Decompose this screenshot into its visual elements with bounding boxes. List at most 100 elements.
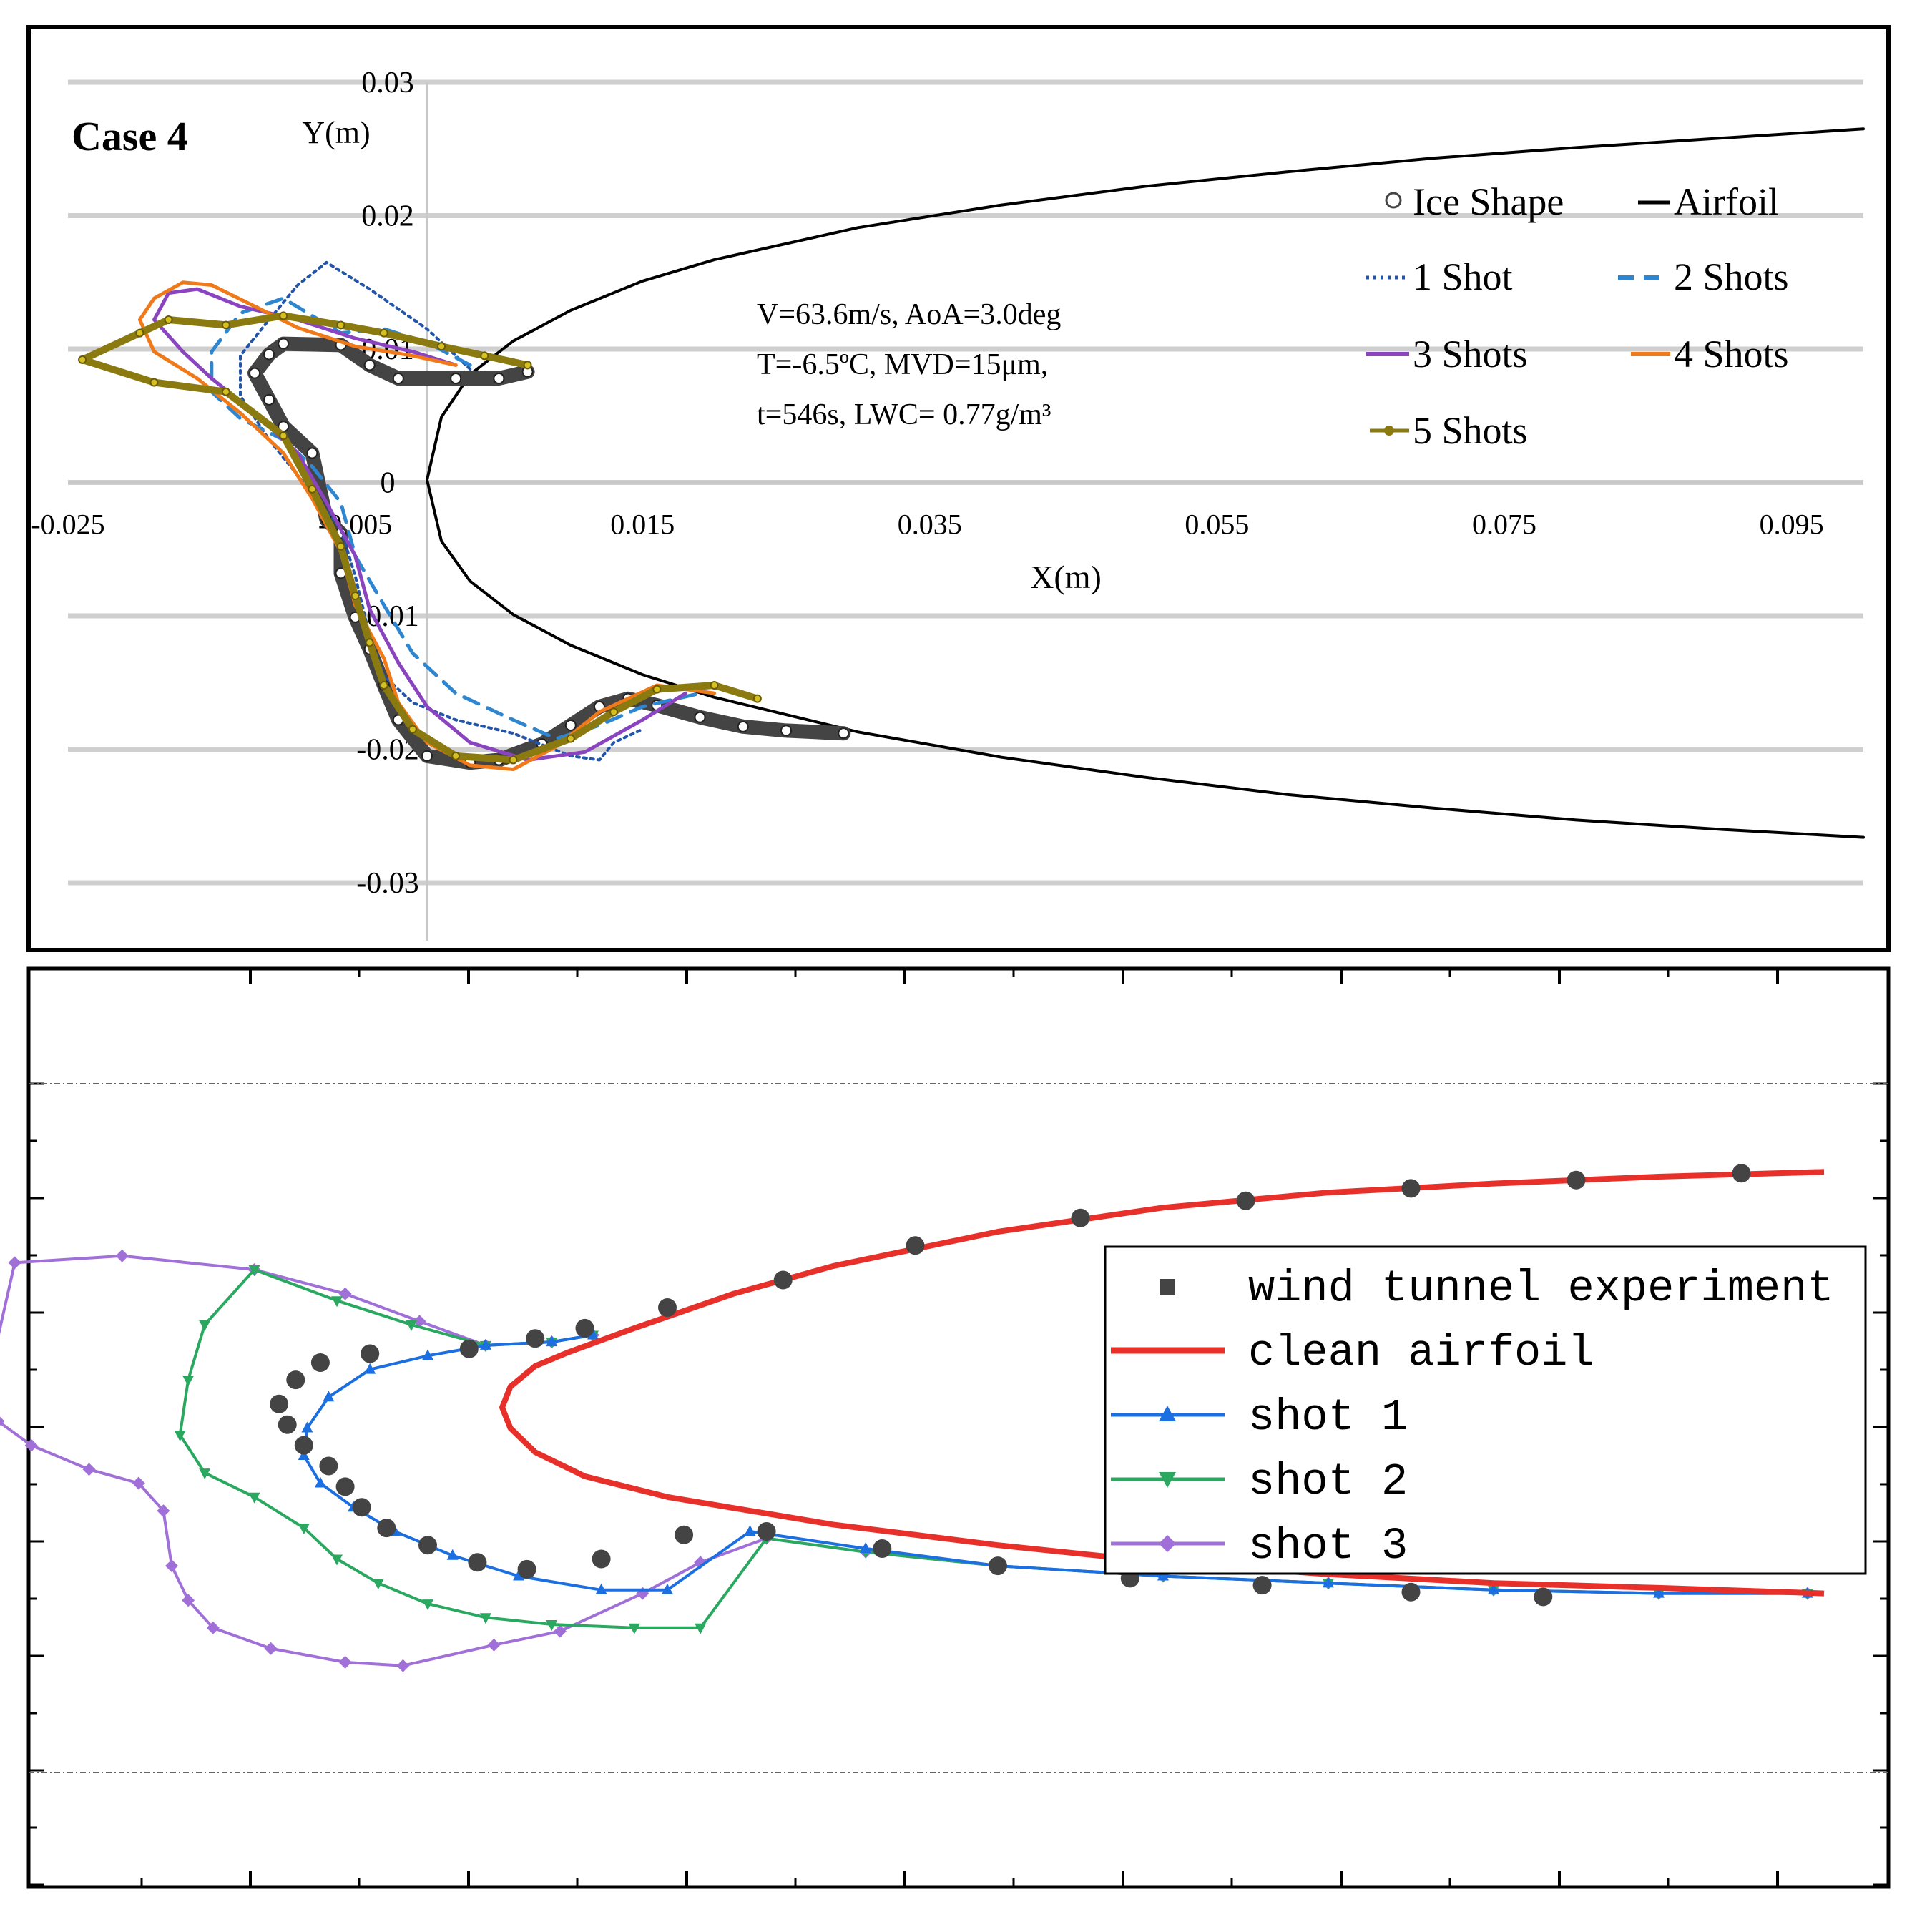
marker-shot-1-0 xyxy=(587,1328,599,1340)
legend-label-shot-3: shot 3 xyxy=(1248,1521,1408,1571)
legend-label-1-shot: 1 Shot xyxy=(1413,255,1513,298)
point-ice-shape-30 xyxy=(838,727,850,740)
point-experiment-3 xyxy=(1236,1191,1255,1210)
point-5-shots-9 xyxy=(78,355,87,364)
marker-shot-2-7 xyxy=(182,1376,195,1387)
point-5-shots-2 xyxy=(437,342,446,351)
point-experiment-11 xyxy=(361,1344,380,1363)
marker-shot-1-21 xyxy=(1653,1587,1665,1598)
legend-label-ice-shape: Ice Shape xyxy=(1413,180,1564,223)
point-experiment-8 xyxy=(575,1318,594,1338)
marker-shot-3-21 xyxy=(553,1624,567,1638)
marker-shot-1-11 xyxy=(446,1549,459,1560)
x-tick-label-0-075: 0.075 xyxy=(1472,509,1536,541)
legend-label-shot-2: shot 2 xyxy=(1248,1456,1408,1507)
top-legend: Ice Shape Airfoil 1 Shot 2 Shots 3 Shots… xyxy=(1366,180,1789,452)
point-experiment-17 xyxy=(319,1456,338,1476)
point-5-shots-13 xyxy=(308,484,317,494)
bottom-chart: wind tunnel experiment clean airfoil sho… xyxy=(0,966,1891,1889)
legend-marker-shot-2 xyxy=(1159,1472,1176,1488)
legend-marker-5-shots xyxy=(1384,426,1394,436)
legend-marker-shot-1 xyxy=(1159,1406,1176,1421)
point-experiment-28 xyxy=(989,1556,1007,1576)
top-series xyxy=(78,127,1865,839)
point-5-shots-17 xyxy=(379,681,388,690)
top-chart-frame xyxy=(26,25,1891,952)
point-5-shots-8 xyxy=(135,328,144,338)
top-grid xyxy=(68,79,1863,886)
marker-shot-3-6 xyxy=(115,1249,129,1262)
point-ice-shape-4 xyxy=(363,359,376,371)
x-tick-label-0-055: 0.055 xyxy=(1185,509,1249,541)
point-5-shots-12 xyxy=(279,431,288,441)
point-5-shots-16 xyxy=(365,638,374,647)
marker-shot-3-3 xyxy=(413,1315,426,1328)
marker-shot-1-12 xyxy=(513,1569,525,1581)
marker-shot-2-16 xyxy=(546,1620,558,1631)
y-tick-label-0-02: 0.02 xyxy=(361,200,414,233)
point-ice-shape-28 xyxy=(737,720,749,732)
point-experiment-16 xyxy=(294,1436,313,1455)
x-tick-label-0-035: 0.035 xyxy=(898,509,962,541)
marker-shot-2-11 xyxy=(298,1524,310,1535)
point-5-shots-10 xyxy=(149,378,159,387)
point-5-shots-25 xyxy=(752,694,762,703)
point-ice-shape-9 xyxy=(263,393,275,406)
marker-shot-1-20 xyxy=(1488,1583,1499,1594)
point-5-shots-5 xyxy=(279,311,288,320)
marker-shot-1-4 xyxy=(364,1363,376,1374)
point-experiment-27 xyxy=(873,1539,892,1558)
series-airfoil xyxy=(426,127,1865,839)
series-4-shots xyxy=(137,280,717,771)
marker-shot-1-8 xyxy=(314,1476,326,1488)
marker-shot-3-17 xyxy=(264,1642,278,1655)
point-5-shots-11 xyxy=(221,387,230,396)
marker-shot-3-14 xyxy=(165,1559,178,1573)
marker-shot-1-5 xyxy=(323,1391,335,1402)
y-tick-label-0: 0 xyxy=(381,467,396,500)
x-axis-label: X(m) xyxy=(1030,559,1102,595)
point-5-shots-15 xyxy=(350,592,360,601)
x-tick-label-0-015: 0.015 xyxy=(610,509,675,541)
marker-shot-1-16 xyxy=(860,1542,872,1553)
marker-shot-2-14 xyxy=(422,1599,433,1611)
marker-shot-3-15 xyxy=(182,1594,195,1607)
point-experiment-21 xyxy=(418,1536,437,1555)
legend-label-airfoil: Airfoil xyxy=(1674,180,1779,223)
condition-line-2: T=-6.5ºC, MVD=15μm, xyxy=(757,348,1048,381)
panel-label: Case 4 xyxy=(72,113,188,160)
legend-label-4-shots: 4 Shots xyxy=(1674,333,1789,376)
point-experiment-23 xyxy=(517,1559,536,1579)
point-ice-shape-23 xyxy=(564,719,577,731)
marker-shot-2-12 xyxy=(331,1554,343,1566)
legend-label-experiment: wind tunnel experiment xyxy=(1248,1263,1834,1314)
point-ice-shape-27 xyxy=(694,711,706,723)
marker-shot-3-18 xyxy=(338,1655,352,1669)
point-experiment-7 xyxy=(658,1298,677,1317)
marker-shot-3-13 xyxy=(157,1504,170,1518)
marker-shot-2-6 xyxy=(199,1320,211,1331)
top-axes: 0.030.020.010-0.01-0.02-0.03-0.025 -0.005… xyxy=(31,67,1863,941)
marker-shot-3-19 xyxy=(396,1659,410,1672)
point-ice-shape-11 xyxy=(306,447,318,459)
marker-shot-2-15 xyxy=(479,1613,491,1624)
conditions-box: V=63.6m/s, AoA=3.0deg T=-6.5ºC, MVD=15μm… xyxy=(757,298,1061,431)
marker-shot-1-18 xyxy=(1157,1569,1169,1581)
marker-shot-1-13 xyxy=(595,1583,607,1594)
point-experiment-9 xyxy=(526,1329,545,1348)
marker-shot-1-2 xyxy=(479,1338,491,1350)
point-5-shots-20 xyxy=(509,755,518,765)
point-experiment-26 xyxy=(757,1522,776,1541)
point-experiment-4 xyxy=(1071,1208,1090,1227)
legend-label-clean-airfoil: clean airfoil xyxy=(1248,1328,1594,1378)
point-5-shots-4 xyxy=(336,320,345,330)
series-5-shots xyxy=(79,312,761,764)
x-tick-label-0-095: 0.095 xyxy=(1760,509,1824,541)
point-5-shots-18 xyxy=(408,725,417,734)
point-experiment-12 xyxy=(310,1353,330,1372)
x-tick-label-0-025: -0.025 xyxy=(31,509,104,541)
point-ice-shape-29 xyxy=(780,725,792,737)
point-experiment-1 xyxy=(1567,1170,1586,1190)
point-ice-shape-6 xyxy=(278,338,290,350)
point-5-shots-0 xyxy=(523,361,532,370)
